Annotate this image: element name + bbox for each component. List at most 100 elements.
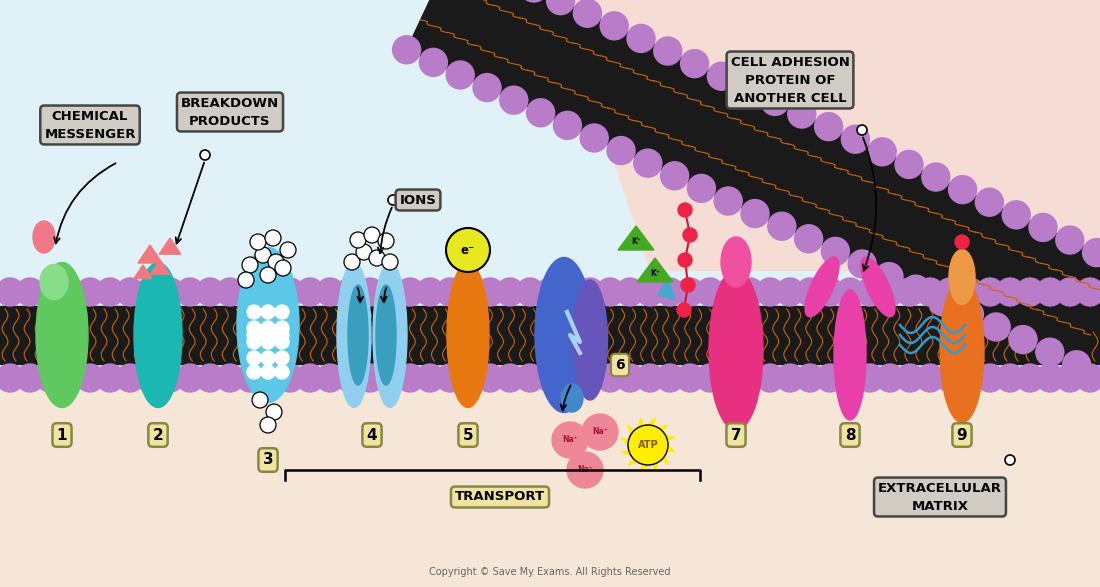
Ellipse shape bbox=[561, 384, 583, 412]
Circle shape bbox=[356, 364, 384, 392]
Polygon shape bbox=[138, 245, 162, 263]
Circle shape bbox=[265, 230, 280, 246]
Circle shape bbox=[681, 50, 708, 77]
Circle shape bbox=[416, 364, 444, 392]
Text: K⁺: K⁺ bbox=[650, 268, 660, 278]
Circle shape bbox=[556, 364, 584, 392]
Circle shape bbox=[902, 275, 930, 303]
Circle shape bbox=[255, 247, 271, 263]
Circle shape bbox=[496, 278, 524, 306]
Circle shape bbox=[376, 364, 404, 392]
Circle shape bbox=[856, 278, 884, 306]
Ellipse shape bbox=[861, 257, 895, 317]
Circle shape bbox=[896, 278, 924, 306]
Circle shape bbox=[276, 364, 304, 392]
Ellipse shape bbox=[720, 237, 751, 287]
Polygon shape bbox=[621, 438, 648, 445]
Circle shape bbox=[628, 425, 668, 465]
Circle shape bbox=[275, 321, 289, 335]
Circle shape bbox=[364, 227, 380, 243]
Text: TRANSPORT: TRANSPORT bbox=[455, 491, 546, 504]
Circle shape bbox=[266, 404, 282, 420]
Circle shape bbox=[836, 364, 864, 392]
Ellipse shape bbox=[33, 221, 55, 253]
Circle shape bbox=[396, 278, 424, 306]
Circle shape bbox=[756, 278, 784, 306]
Circle shape bbox=[248, 321, 261, 335]
Circle shape bbox=[627, 25, 654, 52]
Circle shape bbox=[976, 364, 1004, 392]
Circle shape bbox=[956, 301, 983, 328]
Polygon shape bbox=[628, 425, 648, 445]
Polygon shape bbox=[641, 445, 648, 472]
Ellipse shape bbox=[236, 248, 299, 403]
Bar bbox=[0, 0, 1100, 380]
Circle shape bbox=[634, 149, 662, 177]
Circle shape bbox=[261, 335, 275, 349]
Circle shape bbox=[714, 187, 742, 215]
Circle shape bbox=[848, 250, 877, 278]
Text: 3: 3 bbox=[263, 453, 273, 467]
Circle shape bbox=[116, 278, 144, 306]
Circle shape bbox=[382, 254, 398, 270]
Ellipse shape bbox=[535, 258, 593, 413]
Polygon shape bbox=[648, 445, 675, 452]
Circle shape bbox=[248, 335, 261, 349]
Text: CELL ADHESION
PROTEIN OF
ANOTHER CELL: CELL ADHESION PROTEIN OF ANOTHER CELL bbox=[730, 56, 849, 104]
Polygon shape bbox=[560, 0, 1100, 270]
Text: 9: 9 bbox=[957, 427, 967, 443]
Circle shape bbox=[661, 162, 689, 190]
Polygon shape bbox=[648, 425, 668, 445]
Circle shape bbox=[576, 278, 604, 306]
Circle shape bbox=[196, 364, 224, 392]
Polygon shape bbox=[637, 258, 673, 282]
Ellipse shape bbox=[710, 270, 763, 430]
Circle shape bbox=[296, 278, 324, 306]
Circle shape bbox=[822, 237, 849, 265]
Circle shape bbox=[275, 328, 289, 342]
Circle shape bbox=[96, 364, 124, 392]
Circle shape bbox=[736, 364, 764, 392]
Circle shape bbox=[922, 163, 949, 191]
Circle shape bbox=[476, 364, 504, 392]
Circle shape bbox=[573, 0, 602, 27]
Polygon shape bbox=[151, 260, 169, 274]
Circle shape bbox=[275, 365, 289, 379]
Circle shape bbox=[716, 278, 744, 306]
Circle shape bbox=[601, 12, 628, 40]
Circle shape bbox=[476, 278, 504, 306]
Ellipse shape bbox=[834, 290, 866, 420]
Circle shape bbox=[156, 278, 184, 306]
Circle shape bbox=[580, 124, 608, 152]
Polygon shape bbox=[628, 445, 648, 465]
Circle shape bbox=[576, 364, 604, 392]
Circle shape bbox=[916, 364, 944, 392]
Bar bbox=[0, 380, 1100, 587]
Circle shape bbox=[596, 364, 624, 392]
Circle shape bbox=[216, 278, 244, 306]
Circle shape bbox=[156, 364, 184, 392]
Circle shape bbox=[1009, 326, 1037, 353]
Circle shape bbox=[200, 150, 210, 160]
Circle shape bbox=[252, 392, 268, 408]
Circle shape bbox=[582, 414, 618, 450]
Polygon shape bbox=[160, 238, 180, 254]
Circle shape bbox=[876, 364, 904, 392]
Circle shape bbox=[868, 138, 896, 166]
Circle shape bbox=[16, 364, 44, 392]
Polygon shape bbox=[648, 418, 656, 445]
Circle shape bbox=[556, 278, 584, 306]
Circle shape bbox=[996, 278, 1024, 306]
Circle shape bbox=[876, 278, 904, 306]
Circle shape bbox=[316, 364, 344, 392]
Circle shape bbox=[316, 278, 344, 306]
Circle shape bbox=[696, 278, 724, 306]
Circle shape bbox=[636, 364, 664, 392]
Ellipse shape bbox=[40, 265, 68, 299]
Circle shape bbox=[0, 364, 24, 392]
Circle shape bbox=[996, 364, 1024, 392]
Ellipse shape bbox=[805, 257, 839, 317]
Circle shape bbox=[376, 278, 404, 306]
Circle shape bbox=[794, 225, 823, 253]
Circle shape bbox=[788, 100, 816, 128]
